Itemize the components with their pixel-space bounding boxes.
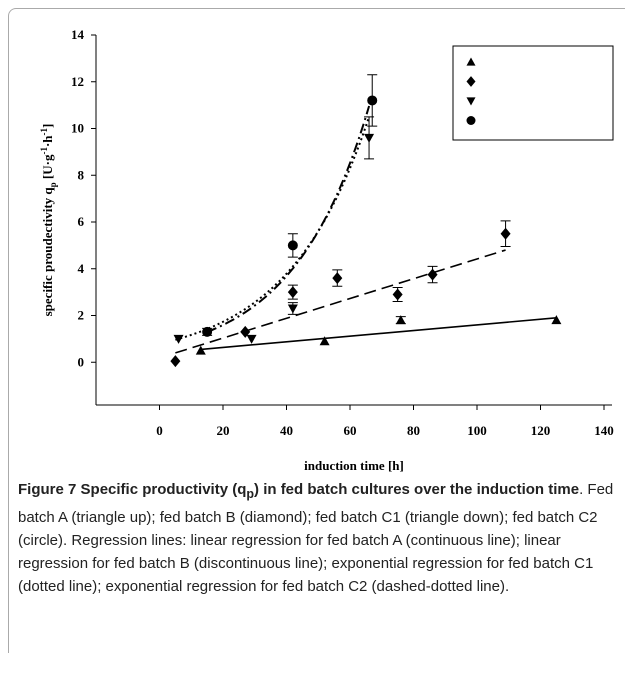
marker (427, 268, 438, 281)
marker (500, 227, 511, 240)
y-tick-label: 14 (71, 27, 85, 42)
x-tick-label: 40 (280, 423, 293, 438)
x-axis-label: induction time [h] (304, 458, 404, 473)
caption-title: Specific productivity (q (76, 481, 247, 498)
marker (195, 345, 206, 355)
marker (246, 334, 257, 344)
regression-curve (206, 105, 371, 333)
marker (466, 76, 476, 87)
y-tick-label: 8 (78, 167, 85, 182)
marker (332, 272, 343, 285)
marker (395, 315, 406, 325)
regression-line (175, 249, 506, 354)
y-tick-label: 2 (78, 308, 85, 323)
y-tick-label: 4 (78, 261, 85, 276)
marker (202, 326, 213, 337)
x-tick-label: 80 (407, 423, 420, 438)
marker (551, 315, 562, 325)
y-label-part: specific proudectivity q (40, 187, 55, 317)
marker (287, 286, 298, 299)
figure-frame (8, 8, 625, 653)
marker (367, 95, 378, 106)
regression-line (200, 317, 557, 351)
regression-curve (175, 116, 371, 341)
caption: Figure 7 Specific productivity (qp) in f… (18, 478, 618, 598)
marker (466, 97, 476, 106)
caption-body: . Fed batch A (triangle up); fed batch B… (18, 481, 614, 595)
chart: induction time [h] specific proudectivit… (39, 27, 614, 473)
marker (319, 336, 330, 346)
marker (466, 57, 476, 66)
y-label-sub: p (48, 182, 58, 187)
y-tick-label: 6 (78, 214, 85, 229)
marker (392, 288, 403, 301)
caption-title: ) in fed batch cultures over the inducti… (254, 481, 580, 498)
y-label-part: ] (40, 124, 55, 128)
y-label-sup: -1 (39, 127, 49, 135)
x-tick-label: 20 (217, 423, 230, 438)
caption-title-sub: p (246, 487, 255, 501)
marker (287, 304, 298, 314)
y-tick-label: 0 (78, 354, 85, 369)
marker (170, 355, 181, 368)
marker (364, 133, 375, 143)
y-label-part: [U·g (40, 154, 55, 182)
marker (287, 240, 298, 251)
x-tick-label: 140 (594, 423, 614, 438)
x-tick-label: 120 (531, 423, 551, 438)
marker (240, 325, 251, 338)
y-axis-label: specific proudectivity qp [U·g-1·h-1] (39, 124, 58, 317)
y-tick-label: 12 (71, 74, 84, 89)
marker (466, 116, 476, 125)
y-label-part: ·h (40, 135, 55, 147)
marker (173, 334, 184, 344)
x-tick-label: 100 (467, 423, 487, 438)
caption-label: Figure 7 (18, 481, 77, 498)
x-tick-label: 0 (156, 423, 163, 438)
y-label-sup: -1 (39, 147, 49, 155)
legend-box (452, 45, 614, 141)
y-tick-label: 10 (71, 121, 84, 136)
x-tick-label: 60 (344, 423, 357, 438)
